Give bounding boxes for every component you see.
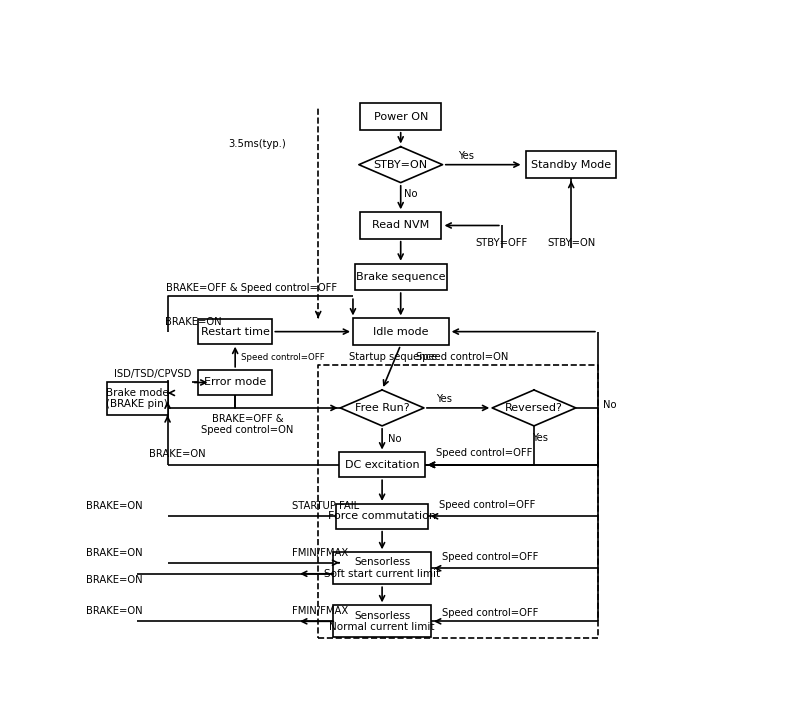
Text: Yes: Yes [532,432,548,442]
Text: Power ON: Power ON [374,111,428,121]
Text: Sensorless
Soft start current limit: Sensorless Soft start current limit [324,557,440,579]
Text: ISD/TSD/CPVSD: ISD/TSD/CPVSD [114,369,192,379]
FancyBboxPatch shape [355,264,446,290]
Text: Speed control=OFF: Speed control=OFF [442,608,538,618]
Text: FMIN/FMAX: FMIN/FMAX [292,606,349,616]
Text: Speed control=ON: Speed control=ON [416,352,509,362]
Text: Speed control=OFF: Speed control=OFF [439,500,535,510]
Text: BRAKE=ON: BRAKE=ON [86,606,142,616]
Text: BRAKE=ON: BRAKE=ON [86,500,142,510]
Text: Brake sequence: Brake sequence [356,272,446,282]
Text: No: No [603,400,616,410]
Text: BRAKE=ON: BRAKE=ON [86,575,142,585]
Text: BRAKE=ON: BRAKE=ON [165,317,222,327]
Text: STBY=ON: STBY=ON [374,159,428,169]
Text: Sensorless
Normal current limit: Sensorless Normal current limit [330,610,435,632]
Text: BRAKE=ON: BRAKE=ON [86,549,142,559]
Text: Speed control=OFF: Speed control=OFF [242,353,325,362]
Text: Idle mode: Idle mode [373,327,429,337]
FancyBboxPatch shape [198,320,272,344]
Text: BRAKE=OFF & Speed control=OFF: BRAKE=OFF & Speed control=OFF [166,283,338,293]
Text: Error mode: Error mode [204,378,266,388]
Text: Startup sequence: Startup sequence [349,352,437,362]
Text: STBY=OFF: STBY=OFF [476,238,528,248]
Text: Yes: Yes [458,151,474,162]
FancyBboxPatch shape [336,504,428,528]
Polygon shape [340,390,424,426]
Text: No: No [388,434,402,444]
Polygon shape [359,146,442,182]
Text: Speed control=OFF: Speed control=OFF [442,551,538,561]
Text: STARTUP FAIL: STARTUP FAIL [292,500,359,510]
Text: Free Run?: Free Run? [354,403,410,413]
Text: Brake mode
(BRAKE pin): Brake mode (BRAKE pin) [106,388,169,409]
Text: FMIN/FMAX: FMIN/FMAX [292,549,349,559]
FancyBboxPatch shape [360,103,441,130]
FancyBboxPatch shape [333,552,431,584]
Text: Yes: Yes [436,393,452,404]
Text: No: No [405,189,418,199]
Text: BRAKE=ON: BRAKE=ON [149,449,206,460]
FancyBboxPatch shape [526,151,616,178]
FancyBboxPatch shape [360,213,441,239]
Text: BRAKE=OFF &
Speed control=ON: BRAKE=OFF & Speed control=ON [202,414,294,435]
Polygon shape [492,390,576,426]
Text: Force commutation: Force commutation [328,511,436,521]
Text: Standby Mode: Standby Mode [531,159,611,169]
Text: DC excitation: DC excitation [345,460,419,470]
Text: Read NVM: Read NVM [372,220,430,230]
FancyBboxPatch shape [107,382,167,415]
Text: Restart time: Restart time [201,327,270,337]
Text: 3.5ms(typ.): 3.5ms(typ.) [228,139,286,149]
FancyBboxPatch shape [333,605,431,638]
Text: Reversed?: Reversed? [505,403,563,413]
FancyBboxPatch shape [339,452,425,477]
Text: STBY=ON: STBY=ON [547,238,595,248]
FancyBboxPatch shape [198,370,272,395]
Text: Speed control=OFF: Speed control=OFF [436,448,533,458]
FancyBboxPatch shape [353,318,449,345]
